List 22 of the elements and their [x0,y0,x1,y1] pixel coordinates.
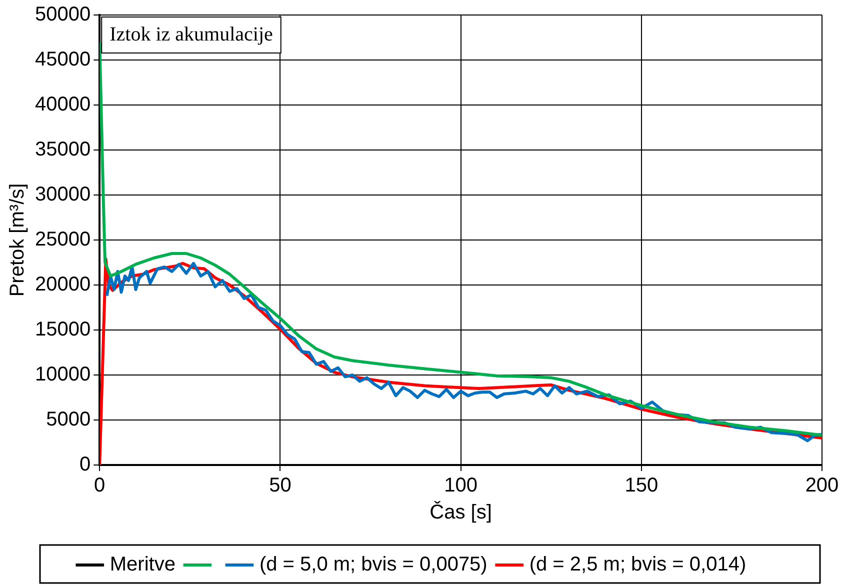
legend-label: (d = 5,0 m; bvis = 0,0075) [259,554,488,576]
y-axis-title: Pretok [m³/s] [6,183,29,297]
y-tick-label: 45000 [34,48,91,71]
y-tick-label: 50000 [34,4,91,26]
y-tick-label: 40000 [34,94,91,116]
annotation: Iztok iz akumulacije [110,23,273,46]
y-tick-label: 10000 [34,364,91,386]
x-axis-title: Čas [s] [430,500,492,524]
y-tick-label: 25000 [34,228,91,251]
legend-label: (d = 2,5 m; bvis = 0,014) [529,554,746,576]
x-tick-label: 0 [94,474,106,497]
y-tick-label: 20000 [34,274,91,296]
y-tick-label: 15000 [34,318,91,341]
legend-label: Meritve [110,554,176,576]
y-tick-label: 0 [79,454,91,476]
y-tick-label: 5000 [46,408,91,431]
y-tick-label: 35000 [34,138,91,161]
x-tick-label: 100 [444,474,478,497]
x-tick-label: 200 [805,474,839,497]
y-tick-label: 30000 [34,184,91,206]
x-tick-label: 50 [269,474,292,497]
x-tick-label: 150 [624,474,658,497]
